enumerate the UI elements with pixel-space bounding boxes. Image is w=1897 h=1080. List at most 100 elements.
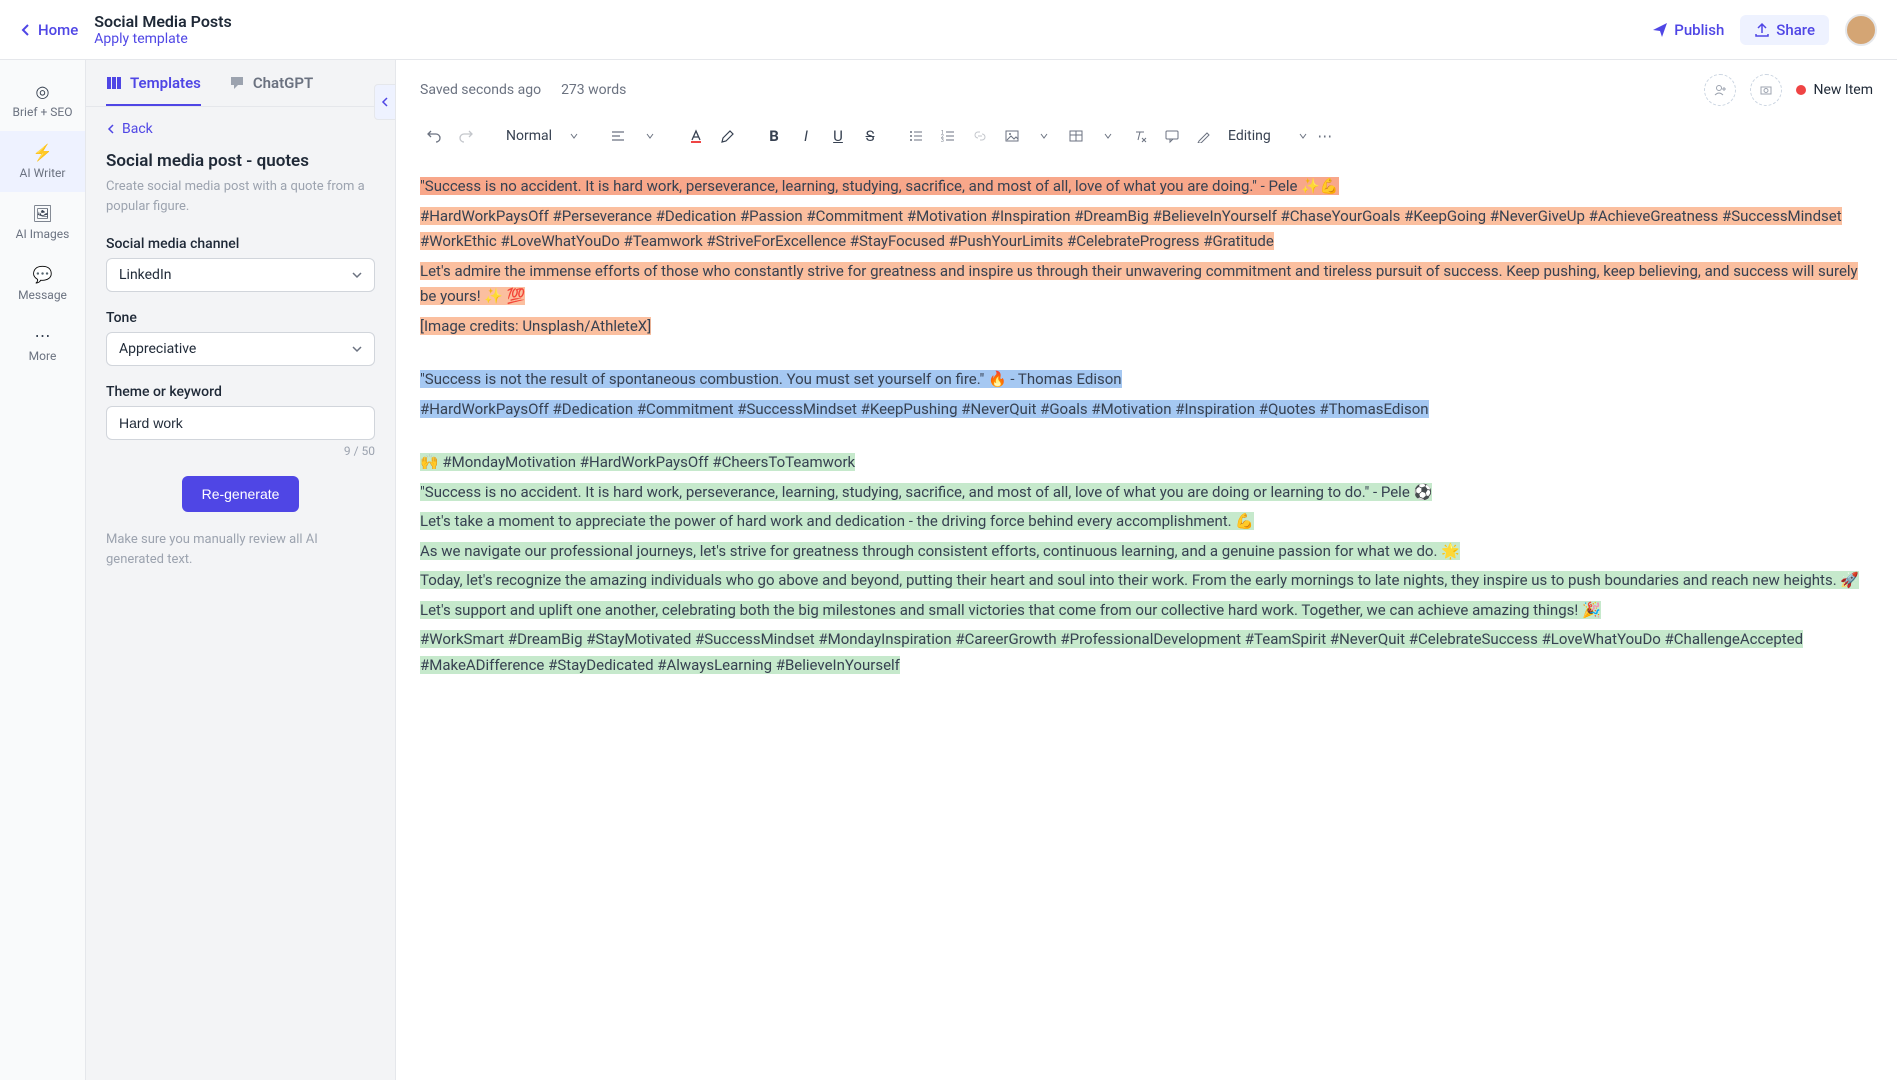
editor-paragraph[interactable]: Let's admire the immense efforts of thos…: [420, 259, 1873, 310]
highlighted-text[interactable]: Let's take a moment to appreciate the po…: [420, 512, 1254, 530]
highlighted-text[interactable]: "Success is no accident. It is hard work…: [420, 483, 1432, 501]
clear-format-button[interactable]: [1126, 122, 1154, 150]
editor-paragraph[interactable]: Let's take a moment to appreciate the po…: [420, 509, 1873, 535]
text-color-button[interactable]: [682, 122, 710, 150]
theme-input[interactable]: [106, 406, 375, 440]
templates-icon: [106, 75, 122, 91]
bold-button[interactable]: B: [760, 122, 788, 150]
rail-item-ai-images[interactable]: 🖼 AI Images: [0, 192, 85, 253]
ellipsis-icon: ⋯: [35, 326, 51, 345]
apply-template-link[interactable]: Apply template: [94, 31, 231, 47]
align-dropdown[interactable]: [636, 122, 664, 150]
editor-paragraph[interactable]: Today, let's recognize the amazing indiv…: [420, 568, 1873, 594]
table-button[interactable]: [1062, 122, 1090, 150]
editor-paragraph[interactable]: #HardWorkPaysOff #Perseverance #Dedicati…: [420, 204, 1873, 255]
new-item-indicator[interactable]: New Item: [1796, 82, 1874, 98]
publish-button[interactable]: Publish: [1652, 21, 1724, 39]
editor-area: Saved seconds ago 273 words New Item: [396, 60, 1897, 1080]
highlighted-text[interactable]: Let's admire the immense efforts of thos…: [420, 262, 1858, 306]
strikethrough-button[interactable]: S: [856, 122, 884, 150]
tone-value: Appreciative: [119, 341, 196, 357]
regenerate-button[interactable]: Re-generate: [182, 476, 300, 512]
share-button[interactable]: Share: [1740, 15, 1829, 45]
highlighted-text[interactable]: 🙌 #MondayMotivation #HardWorkPaysOff #Ch…: [420, 453, 855, 471]
highlighted-text[interactable]: [Image credits: Unsplash/AthleteX]: [420, 317, 651, 335]
text-color-icon: [688, 128, 704, 144]
editor-toolbar: Normal B I U S 123: [396, 116, 1897, 164]
editor-paragraph[interactable]: Let's support and uplift one another, ce…: [420, 598, 1873, 624]
image-dropdown[interactable]: [1030, 122, 1058, 150]
highlighted-text[interactable]: "Success is not the result of spontaneou…: [420, 370, 1122, 388]
align-button[interactable]: [604, 122, 632, 150]
comment-button[interactable]: [1158, 122, 1186, 150]
rail-item-message[interactable]: 💬 Message: [0, 253, 85, 314]
sidebar-body: Back Social media post - quotes Create s…: [86, 107, 395, 583]
share-label: Share: [1776, 21, 1815, 39]
tone-select[interactable]: Appreciative: [106, 332, 375, 366]
editing-mode-select[interactable]: Editing: [1228, 128, 1307, 144]
editor-paragraph[interactable]: "Success is not the result of spontaneou…: [420, 367, 1873, 393]
red-dot-icon: [1796, 85, 1806, 95]
numbered-list-button[interactable]: 123: [934, 122, 962, 150]
pencil-icon-btn: [1190, 122, 1218, 150]
bolt-icon: ⚡: [33, 143, 53, 162]
highlighted-text[interactable]: #HardWorkPaysOff #Perseverance #Dedicati…: [420, 207, 1842, 251]
rail-label: Message: [18, 288, 67, 302]
chat-icon: [229, 75, 245, 91]
editor-paragraph[interactable]: "Success is no accident. It is hard work…: [420, 174, 1873, 200]
undo-button[interactable]: [420, 122, 448, 150]
rail-item-more[interactable]: ⋯ More: [0, 314, 85, 375]
tab-chatgpt[interactable]: ChatGPT: [229, 74, 313, 106]
editor-paragraph[interactable]: As we navigate our professional journeys…: [420, 539, 1873, 565]
highlighted-text[interactable]: #WorkSmart #DreamBig #StayMotivated #Suc…: [420, 630, 1803, 674]
numbered-list-icon: 123: [940, 128, 956, 144]
highlighted-text[interactable]: As we navigate our professional journeys…: [420, 542, 1460, 560]
word-count: 273 words: [561, 82, 626, 98]
sidebar-collapse-button[interactable]: [374, 84, 396, 120]
sidebar-panel: Templates ChatGPT Back Social media post…: [86, 60, 396, 1080]
chevron-down-icon: [570, 132, 578, 140]
format-select[interactable]: Normal: [498, 128, 586, 144]
channel-value: LinkedIn: [119, 267, 172, 283]
link-icon: [972, 128, 988, 144]
target-icon: ◎: [36, 82, 50, 101]
editor-paragraph[interactable]: "Success is no accident. It is hard work…: [420, 480, 1873, 506]
editor-paragraph[interactable]: [Image credits: Unsplash/AthleteX]: [420, 314, 1873, 340]
table-dropdown[interactable]: [1094, 122, 1122, 150]
redo-button[interactable]: [452, 122, 480, 150]
bullet-list-button[interactable]: [902, 122, 930, 150]
link-button[interactable]: [966, 122, 994, 150]
editor-paragraph[interactable]: #WorkSmart #DreamBig #StayMotivated #Suc…: [420, 627, 1873, 678]
panel-desc: Create social media post with a quote fr…: [106, 177, 375, 216]
add-image-button[interactable]: [1750, 74, 1782, 106]
rail-item-ai-writer[interactable]: ⚡ AI Writer: [0, 131, 85, 192]
svg-text:3: 3: [941, 138, 944, 144]
highlighted-text[interactable]: Let's support and uplift one another, ce…: [420, 601, 1601, 619]
back-link[interactable]: Back: [106, 121, 375, 137]
tab-templates[interactable]: Templates: [106, 74, 201, 106]
home-button[interactable]: Home: [20, 21, 78, 39]
more-toolbar-button[interactable]: ⋯: [1311, 122, 1339, 150]
tab-chatgpt-label: ChatGPT: [253, 74, 313, 92]
statusbar-right: New Item: [1704, 74, 1874, 106]
sidebar-tabs: Templates ChatGPT: [86, 60, 395, 107]
editor-paragraph[interactable]: #HardWorkPaysOff #Dedication #Commitment…: [420, 397, 1873, 423]
editor-paragraph[interactable]: 🙌 #MondayMotivation #HardWorkPaysOff #Ch…: [420, 450, 1873, 476]
editor-content[interactable]: "Success is no accident. It is hard work…: [396, 164, 1897, 1080]
highlight-button[interactable]: [714, 122, 742, 150]
message-icon: 💬: [33, 265, 53, 284]
image-insert-button[interactable]: [998, 122, 1026, 150]
highlighted-text[interactable]: "Success is no accident. It is hard work…: [420, 177, 1339, 195]
add-collaborator-button[interactable]: [1704, 74, 1736, 106]
doc-title[interactable]: Social Media Posts: [94, 12, 231, 31]
highlighted-text[interactable]: #HardWorkPaysOff #Dedication #Commitment…: [420, 400, 1429, 418]
channel-select[interactable]: LinkedIn: [106, 258, 375, 292]
rail-item-brief-seo[interactable]: ◎ Brief + SEO: [0, 70, 85, 131]
italic-button[interactable]: I: [792, 122, 820, 150]
underline-button[interactable]: U: [824, 122, 852, 150]
avatar[interactable]: [1845, 14, 1877, 46]
theme-label: Theme or keyword: [106, 384, 375, 400]
highlighted-text[interactable]: Today, let's recognize the amazing indiv…: [420, 571, 1859, 589]
person-plus-icon: [1713, 83, 1727, 97]
clear-format-icon: [1132, 128, 1148, 144]
